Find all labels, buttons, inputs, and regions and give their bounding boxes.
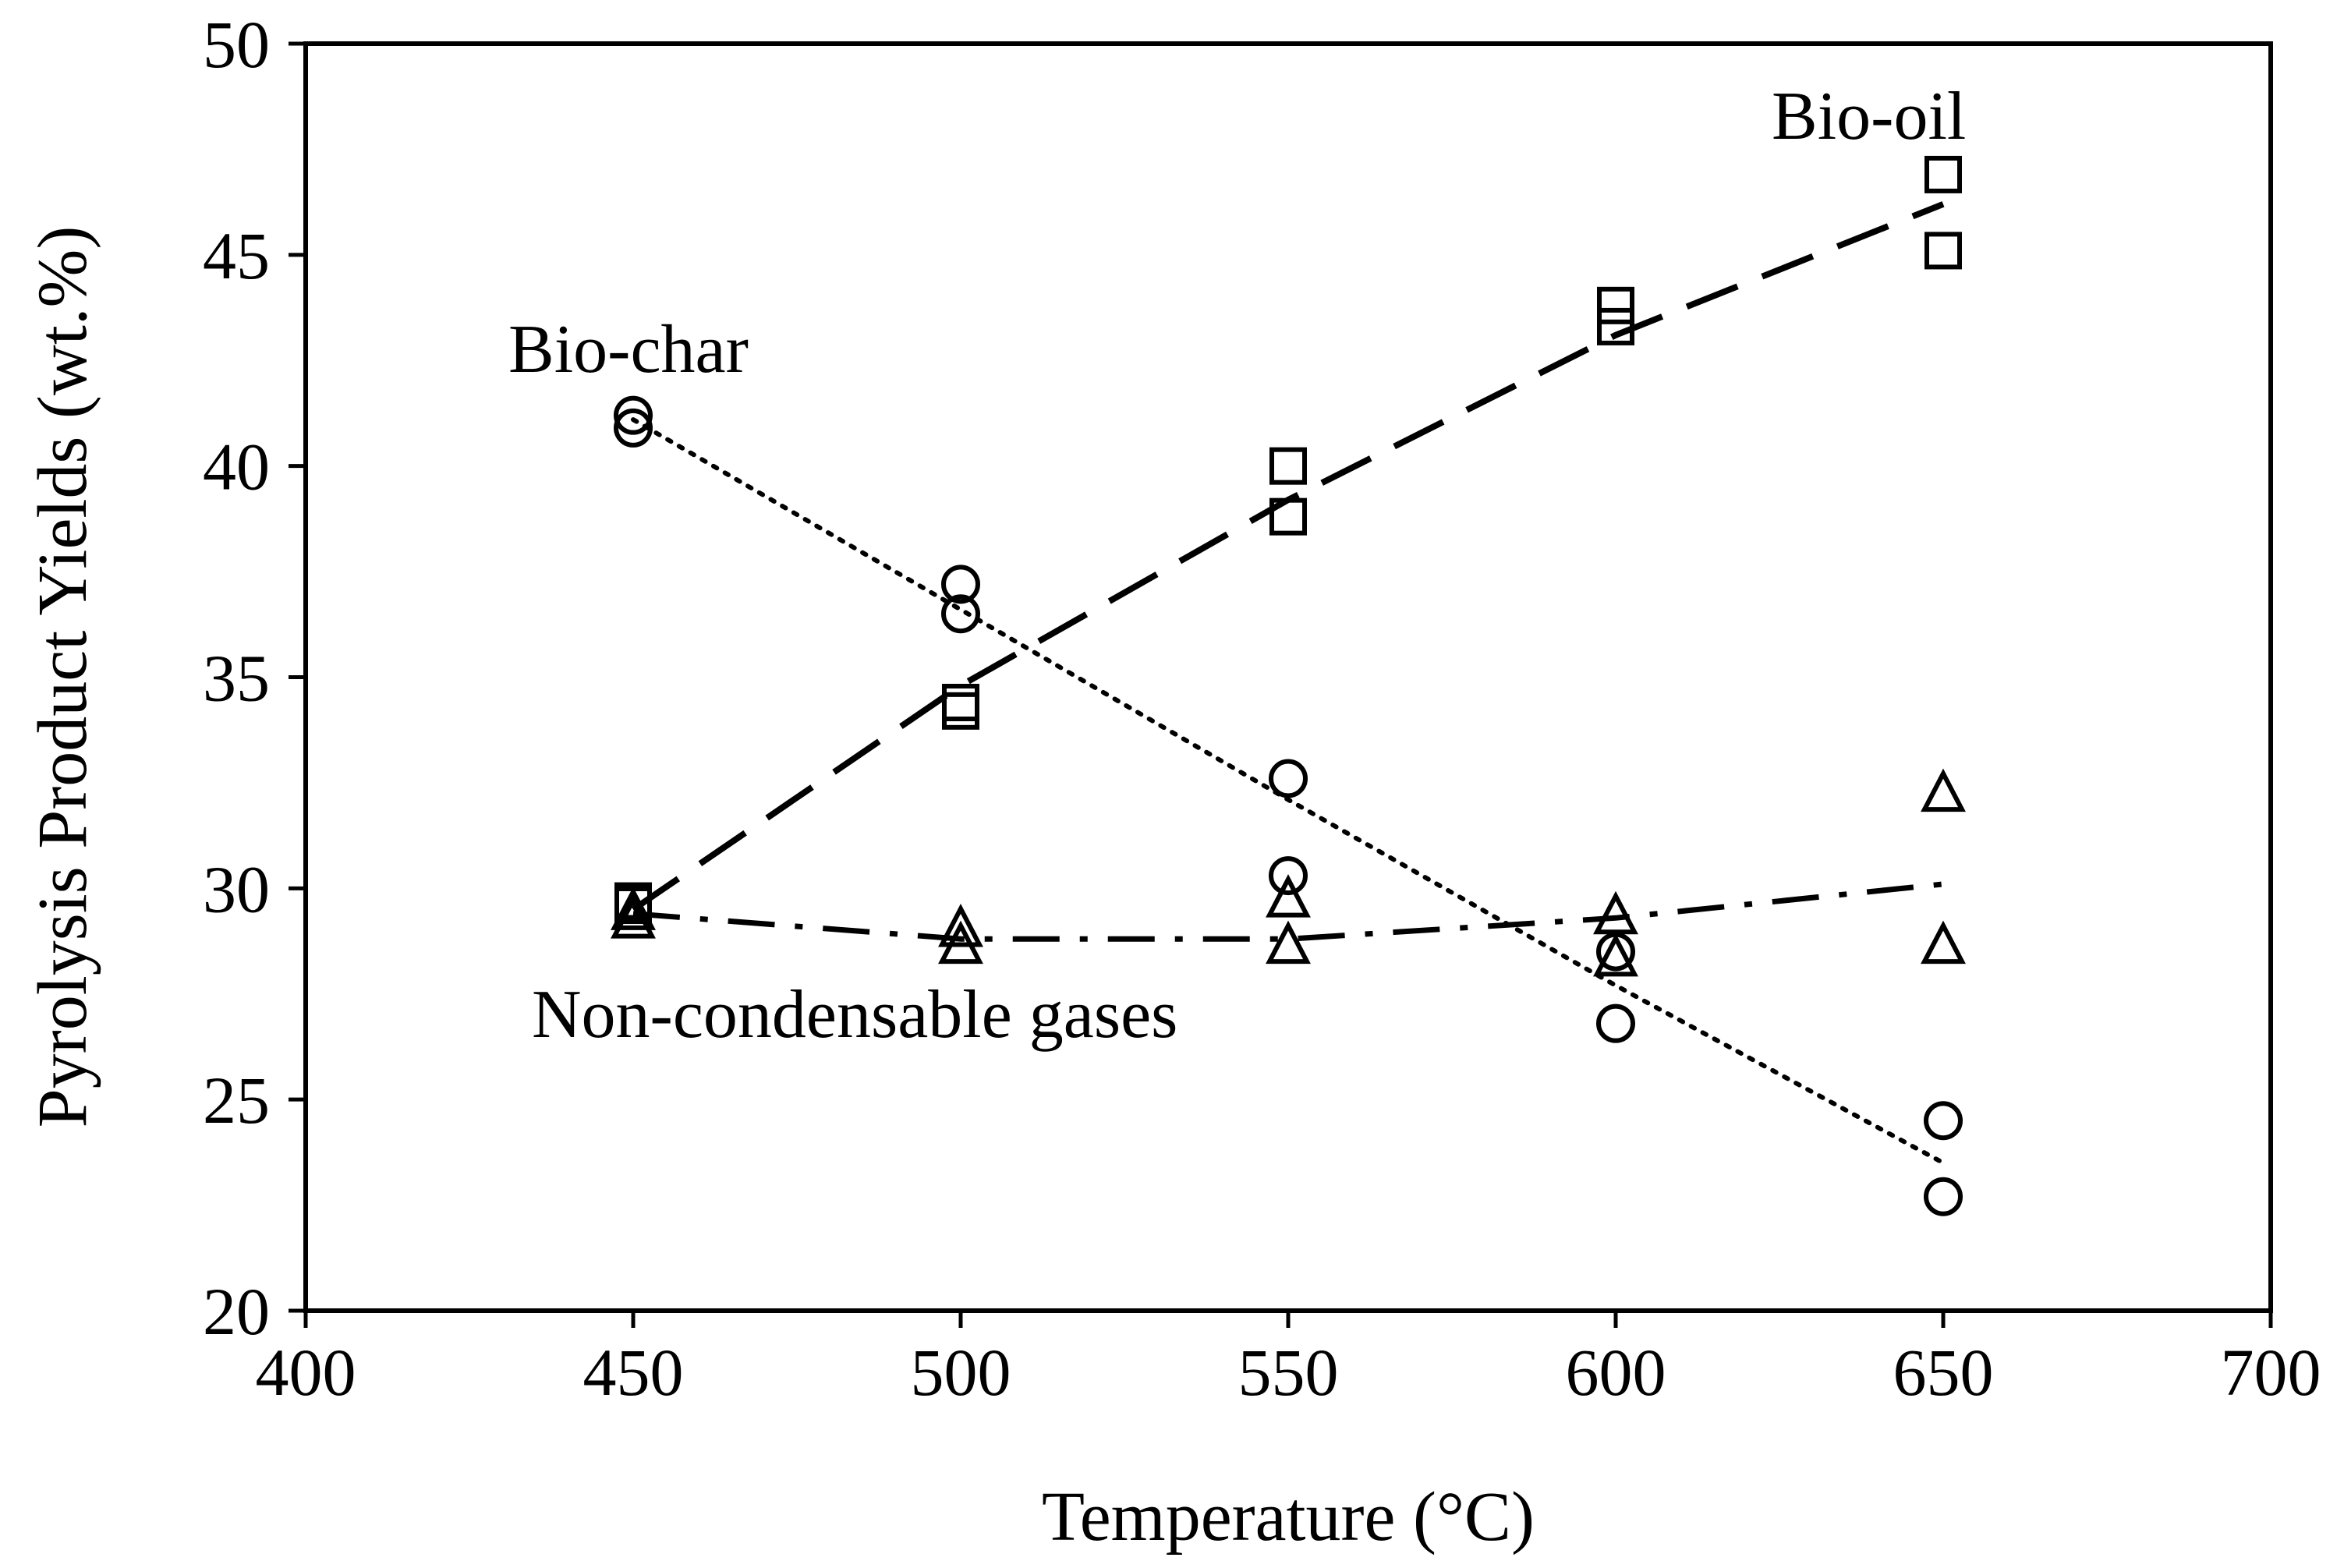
bio-char-point-0 — [614, 408, 653, 448]
bio-char-point-8 — [1924, 1101, 1963, 1141]
data-markers — [611, 155, 1966, 1216]
y-axis-title: Pyrolysis Product Yields (wt.%) — [24, 226, 101, 1128]
x-tick-label-500: 500 — [911, 1335, 1011, 1410]
bio-oil-point-4 — [1269, 497, 1307, 536]
bio-oil-point-6 — [1597, 307, 1634, 345]
y-tick-label-35: 35 — [203, 641, 270, 716]
y-tick-label-45: 45 — [203, 218, 270, 293]
non-condensable-gases-point-8 — [1921, 768, 1966, 812]
annotation-non-condensable-gases: Non-condensable gases — [532, 977, 1177, 1053]
non-condensable-gases-point-2 — [938, 904, 983, 947]
bio-oil-point-7 — [1597, 286, 1634, 324]
axis-ticks: 400 450 500 550 600 650 700 20 25 30 35 40 45 50 — [203, 7, 2321, 1410]
x-tick-label-600: 600 — [1566, 1335, 1666, 1410]
x-tick-label-400: 400 — [256, 1335, 356, 1410]
trend-line-bio-oil — [631, 201, 1945, 912]
non-condensable-gases-point-9 — [1921, 920, 1966, 965]
plot-area — [303, 41, 2273, 1313]
trend-line-bio-char — [631, 417, 1946, 1166]
annotation-bio-char: Bio-char — [508, 312, 749, 388]
non-condensable-gases-point-1 — [611, 887, 656, 930]
bio-char-point-1 — [614, 395, 653, 435]
non-condensable-gases-point-4 — [1266, 874, 1311, 918]
y-tick-label-20: 20 — [203, 1274, 270, 1349]
annotation-bio-oil: Bio-oil — [1772, 79, 1966, 154]
x-tick-label-700: 700 — [2221, 1335, 2321, 1410]
bio-oil-point-9 — [1924, 155, 1962, 193]
non-condensable-gases-point-7 — [1593, 933, 1638, 977]
y-tick-label-25: 25 — [203, 1063, 270, 1138]
x-axis-title: Temperature (°C) — [1042, 1478, 1535, 1556]
trend-line-non-condensable-gases — [632, 881, 1944, 942]
y-tick-label-30: 30 — [203, 851, 270, 926]
y-tick-label-40: 40 — [203, 430, 270, 504]
bio-oil-point-3 — [942, 684, 979, 721]
bio-oil-point-2 — [942, 692, 979, 730]
bio-oil-point-5 — [1269, 447, 1307, 485]
bio-char-point-3 — [941, 565, 980, 604]
y-tick-label-50: 50 — [203, 7, 270, 82]
bio-char-point-9 — [1924, 1177, 1963, 1216]
non-condensable-gases-point-3 — [938, 920, 983, 965]
bio-char-point-2 — [941, 594, 980, 634]
x-tick-label-450: 450 — [583, 1335, 684, 1410]
non-condensable-gases-point-6 — [1593, 890, 1638, 935]
bio-char-point-7 — [1596, 1003, 1635, 1043]
non-condensable-gases-point-0 — [611, 895, 656, 939]
bio-oil-point-1 — [614, 882, 652, 920]
bio-oil-point-8 — [1924, 232, 1962, 270]
x-tick-label-650: 650 — [1893, 1335, 1994, 1410]
non-condensable-gases-point-5 — [1266, 920, 1311, 965]
bio-char-point-5 — [1269, 856, 1308, 896]
x-tick-label-550: 550 — [1238, 1335, 1339, 1410]
bio-char-point-4 — [1269, 759, 1308, 798]
